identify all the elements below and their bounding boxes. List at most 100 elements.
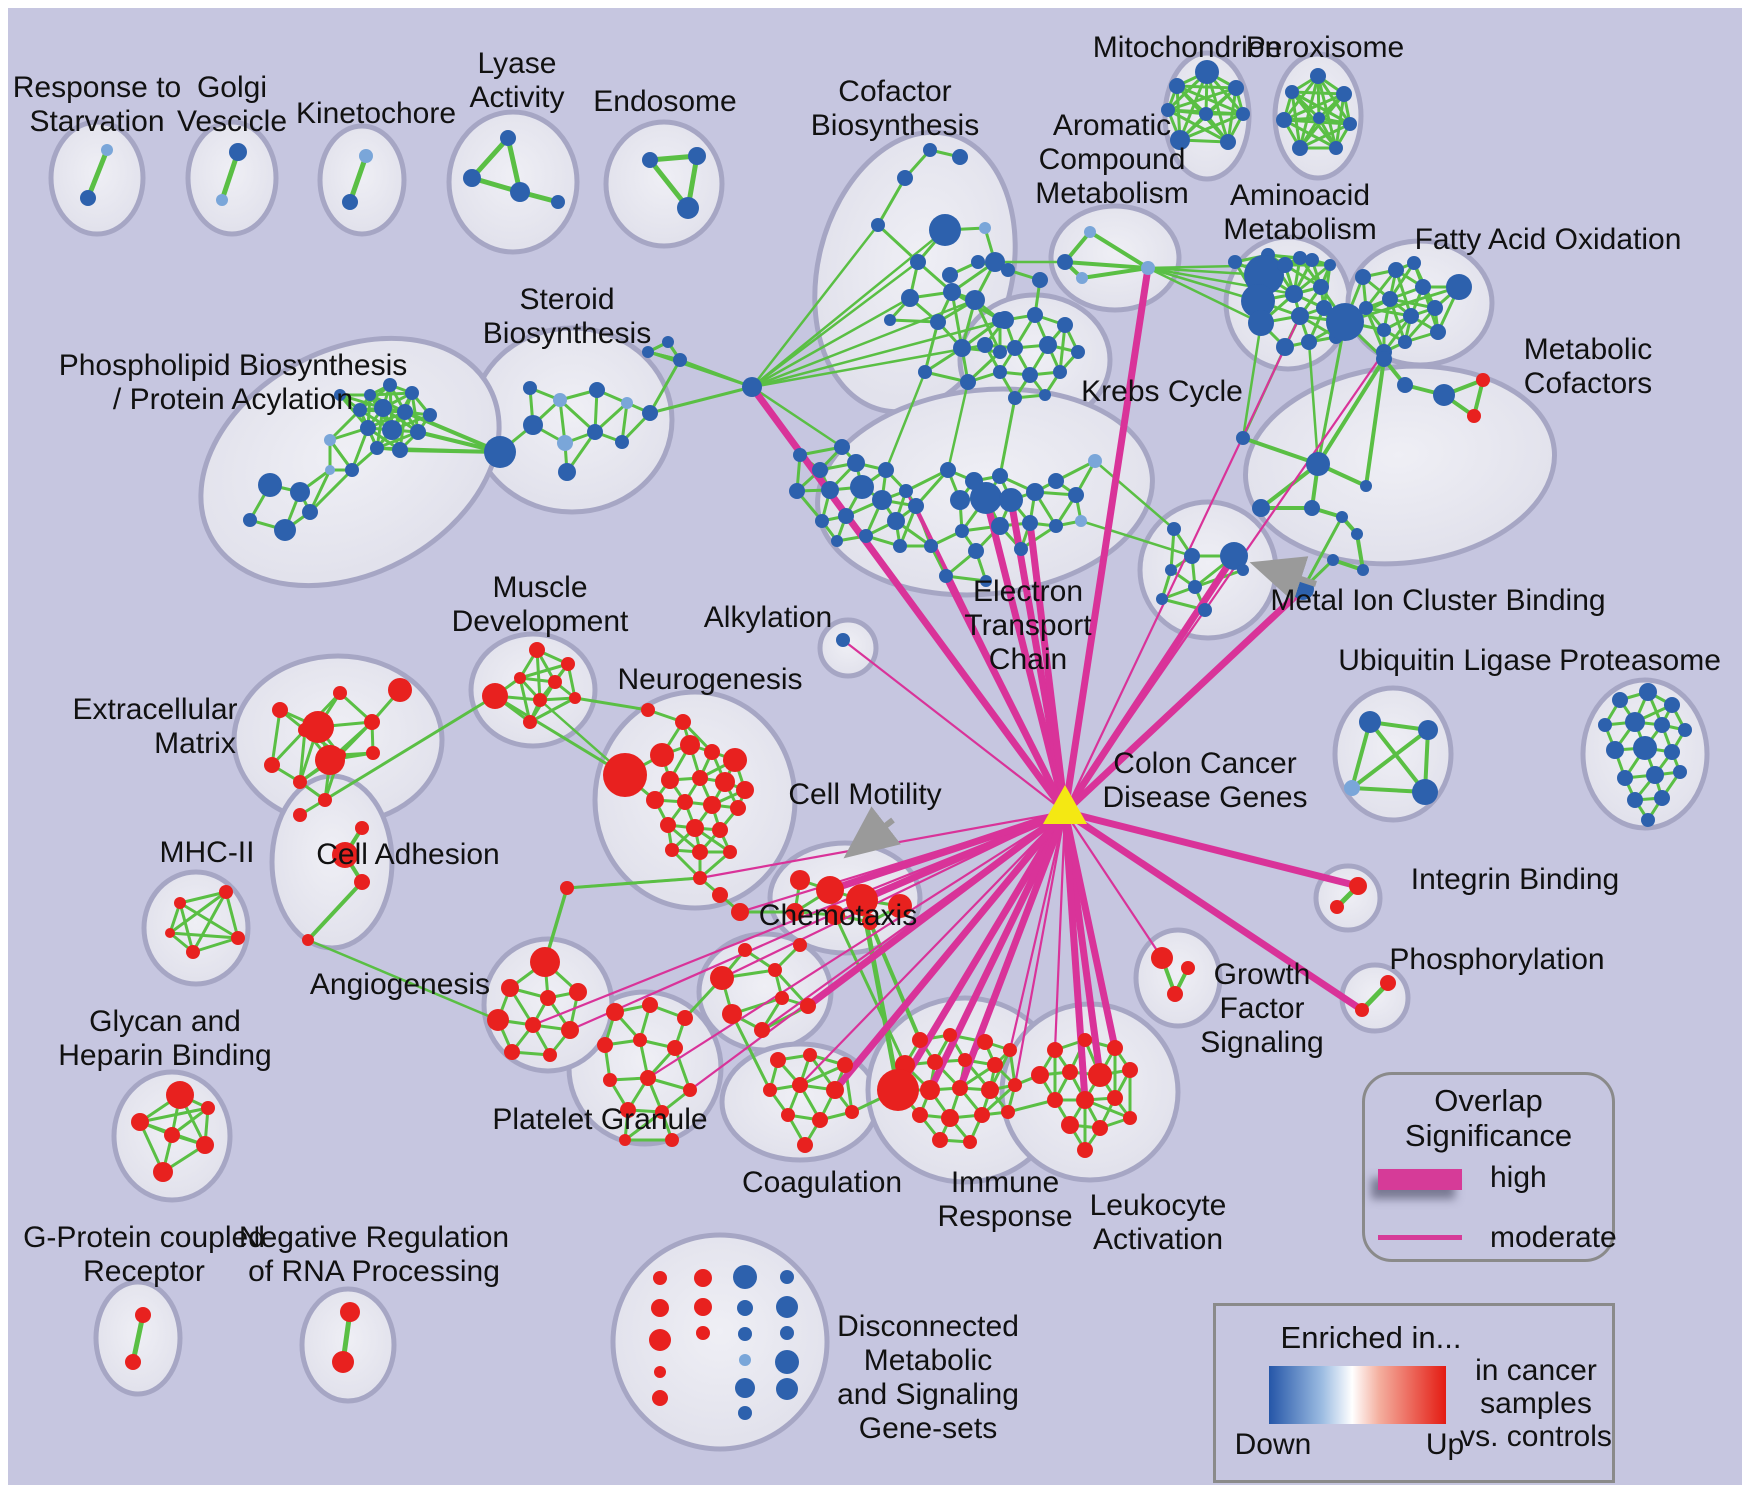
gene-set-node <box>950 490 970 510</box>
gene-set-node <box>723 845 737 859</box>
gene-set-node <box>1167 522 1181 536</box>
gene-set-node <box>677 794 693 810</box>
cluster-edge-mhc-ii <box>191 936 240 954</box>
magenta-overlap-edges <box>532 267 1385 1101</box>
green-link <box>1006 1098 1057 1114</box>
cluster-edge-muscle-development <box>535 648 542 702</box>
gene-set-node <box>1673 765 1687 779</box>
gene-set-node <box>219 885 233 899</box>
overlap-edge-high <box>1062 554 1237 814</box>
gene-set-node <box>1141 261 1155 275</box>
cluster-edge-peroxisome <box>1298 122 1352 150</box>
cluster-edge-connector-tail <box>1364 357 1386 488</box>
gene-set-node <box>1075 515 1087 527</box>
gene-set-node <box>731 903 749 921</box>
cluster-edge-electron-transport-chain <box>914 468 950 508</box>
cluster-ellipse-growth-factor-signaling <box>1133 927 1223 1029</box>
gene-set-node <box>770 1052 786 1068</box>
gene-set-node <box>1068 487 1084 503</box>
gene-set-node <box>940 462 956 478</box>
gene-set-node <box>1327 554 1339 566</box>
gene-set-node <box>382 420 402 440</box>
gene-set-node <box>1606 741 1624 759</box>
gene-set-node <box>939 569 953 583</box>
gene-set-node <box>366 746 380 760</box>
gene-set-node <box>340 1302 360 1322</box>
overlap-edge-high <box>1063 809 1364 1013</box>
overlap-edge-high <box>828 808 1067 894</box>
gene-set-node <box>730 800 746 816</box>
gene-set-node <box>514 672 526 684</box>
cluster-edge-cofactor-biosynthesis <box>876 223 920 264</box>
metal-ion-arrow <box>1249 556 1317 602</box>
green-link <box>750 343 987 389</box>
gene-set-node <box>897 170 913 186</box>
gene-set-node <box>927 1054 943 1070</box>
gene-set-node <box>1351 528 1363 540</box>
gene-set-node <box>186 945 200 959</box>
cluster-edge-aromatic-compound <box>1080 266 1150 280</box>
gene-set-node <box>1003 1043 1017 1057</box>
gene-set-node <box>1336 511 1348 523</box>
gene-set-node <box>620 1102 636 1118</box>
gene-set-node <box>736 781 754 799</box>
green-link <box>750 385 844 449</box>
overlap-edge-moderate <box>1064 315 1301 813</box>
gene-set-node <box>487 1009 509 1031</box>
gene-set-node <box>1169 78 1185 94</box>
gene-set-node <box>504 1044 520 1060</box>
gene-set-node <box>633 1033 647 1047</box>
overlap-edge-moderate <box>1013 811 1067 1086</box>
gene-set-node <box>1330 900 1344 914</box>
gene-set-node <box>1388 262 1404 278</box>
gene-set-node <box>1047 1042 1063 1058</box>
cluster-ellipse-cell-adhesion <box>269 773 395 951</box>
gene-set-node <box>1241 284 1275 318</box>
gene-set-node <box>229 143 247 161</box>
overlap-edge-high <box>832 809 1068 1093</box>
gene-set-node <box>692 770 708 786</box>
gene-set-node <box>737 1300 753 1316</box>
green-link <box>998 396 1017 478</box>
cluster-edge-mitochondrion <box>1178 112 1245 142</box>
green-link <box>750 318 1007 389</box>
gene-set-node <box>850 475 874 499</box>
gene-set-node <box>1057 317 1073 333</box>
gene-set-node <box>353 403 367 417</box>
cluster-edge-steroid-biosynthesis <box>648 358 682 415</box>
gene-set-node <box>838 508 854 524</box>
down-label: Down <box>1234 1428 1312 1461</box>
gene-set-node <box>201 1101 215 1115</box>
gene-set-node <box>1306 452 1330 476</box>
green-link <box>946 380 970 472</box>
green-link <box>750 260 920 389</box>
cluster-edge-mhc-ii <box>168 931 240 940</box>
gene-set-node <box>812 462 828 478</box>
green-link <box>884 370 927 472</box>
gene-set-node <box>560 881 574 895</box>
gene-set-node <box>101 144 113 156</box>
gene-set-node <box>1360 480 1372 492</box>
gene-set-node <box>1071 345 1085 359</box>
gene-set-node <box>1617 770 1633 786</box>
gene-set-node <box>1248 310 1274 336</box>
gene-set-node <box>1061 1116 1079 1134</box>
high-significance-swatch <box>1378 1169 1462 1190</box>
gene-set-node <box>1027 307 1043 323</box>
gene-set-node <box>1329 141 1343 155</box>
gene-set-node <box>1433 384 1455 406</box>
gene-set-node <box>888 894 912 918</box>
gene-set-node <box>981 1081 999 1099</box>
gene-set-node <box>615 435 629 449</box>
gene-set-node <box>1252 499 1270 517</box>
gene-set-node <box>1092 1120 1108 1136</box>
gene-set-node <box>1048 473 1064 489</box>
gene-set-node <box>965 290 985 310</box>
gene-set-node <box>1237 564 1249 576</box>
gene-set-node <box>325 465 335 475</box>
green-link <box>750 296 912 389</box>
gene-set-node <box>1032 272 1048 288</box>
gene-set-node <box>993 345 1007 359</box>
green-link <box>859 897 901 1093</box>
gene-set-node <box>589 382 605 398</box>
